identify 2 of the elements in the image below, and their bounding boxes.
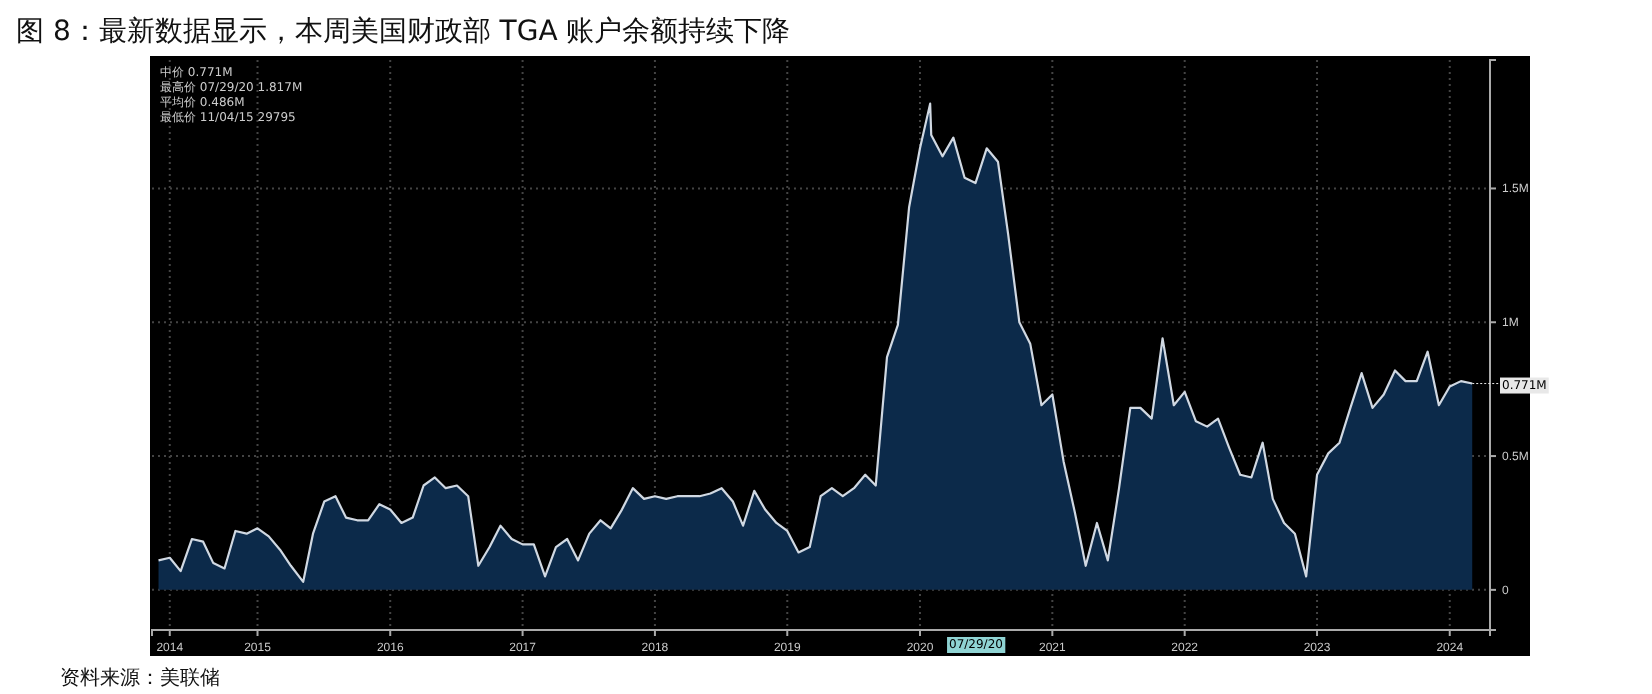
text: 资料来源：美联储 — [60, 666, 220, 690]
chart-title: 图 8：最新数据显示，本周美国财政部 TGA 账户余额持续下降 — [16, 16, 791, 48]
